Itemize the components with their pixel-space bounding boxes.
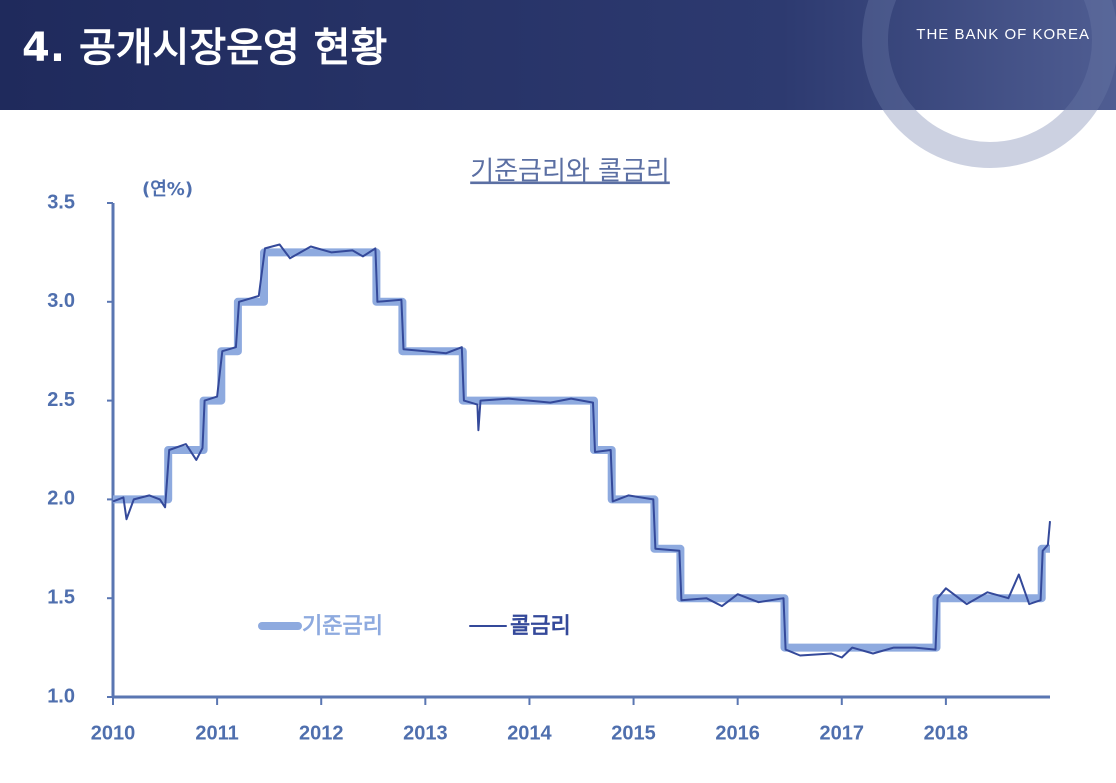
x-tick-label: 2015: [611, 722, 656, 744]
y-tick-label: 1.5: [47, 586, 75, 608]
x-tick-label: 2012: [299, 722, 344, 744]
series-line: [113, 248, 1050, 652]
x-tick-label: 2010: [91, 722, 136, 744]
x-tick-label: 2014: [507, 722, 552, 744]
y-tick-label: 2.5: [47, 389, 75, 411]
y-tick-label: 2.0: [47, 488, 75, 510]
x-tick-label: 2011: [195, 722, 238, 744]
x-tick-label: 2018: [924, 722, 969, 744]
x-tick-label: 2017: [820, 722, 865, 744]
logo: THE BANK OF KOREA: [916, 26, 1090, 43]
legend-label: 기준금리: [302, 614, 383, 639]
slide-title: 4. 공개시장운영 현황: [22, 25, 387, 71]
series-line: [112, 243, 1051, 659]
x-tick-label: 2016: [715, 722, 760, 744]
legend-label: 콜금리: [510, 614, 571, 639]
header-band: [0, 0, 1116, 110]
y-tick-label: 3.0: [47, 290, 75, 312]
x-tick-label: 2013: [403, 722, 448, 744]
chart-title: 기준금리와 콜금리: [470, 157, 670, 187]
header-decoration: [862, 0, 1116, 168]
y-tick-label: 3.5: [47, 191, 75, 213]
y-tick-label: 1.0: [47, 685, 75, 707]
y-axis-unit: (연%): [142, 179, 193, 200]
